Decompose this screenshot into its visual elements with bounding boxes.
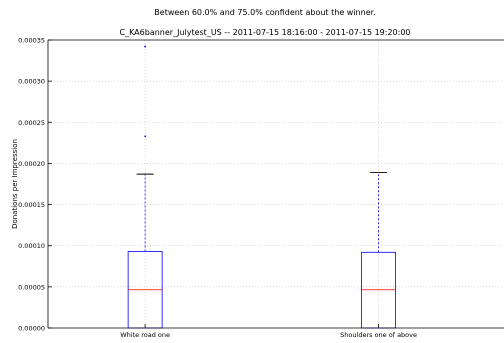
axis-layer: 0.00000 0.00005 0.00010 0.00015 0.00020 0.000… (18, 37, 504, 339)
grid-layer (48, 39, 504, 329)
y-tick-label: 0.00030 (18, 78, 45, 86)
x-tick-label: Shoulders one of above (340, 331, 417, 339)
y-tick-label: 0.00010 (18, 242, 45, 250)
x-tick-label: White road one (120, 331, 170, 339)
y-tick-label: 0.00000 (18, 325, 45, 333)
y-tick-label: 0.00020 (18, 160, 45, 168)
chart-title: C_KA6banner_Julytest_US -- 2011-07-15 18… (119, 28, 410, 37)
y-tick-label: 0.00015 (18, 201, 45, 209)
y-tick-label: 0.00035 (18, 37, 45, 45)
y-tick-label: 0.00005 (18, 283, 45, 291)
y-tick-label: 0.00025 (18, 119, 45, 127)
box-layer (127, 45, 397, 329)
outlier-point (144, 45, 147, 48)
chart-suptitle: Between 60.0% and 75.0% confident about … (154, 8, 375, 17)
y-axis-label: Donations per Impression (11, 139, 19, 229)
outlier-point (144, 135, 147, 138)
